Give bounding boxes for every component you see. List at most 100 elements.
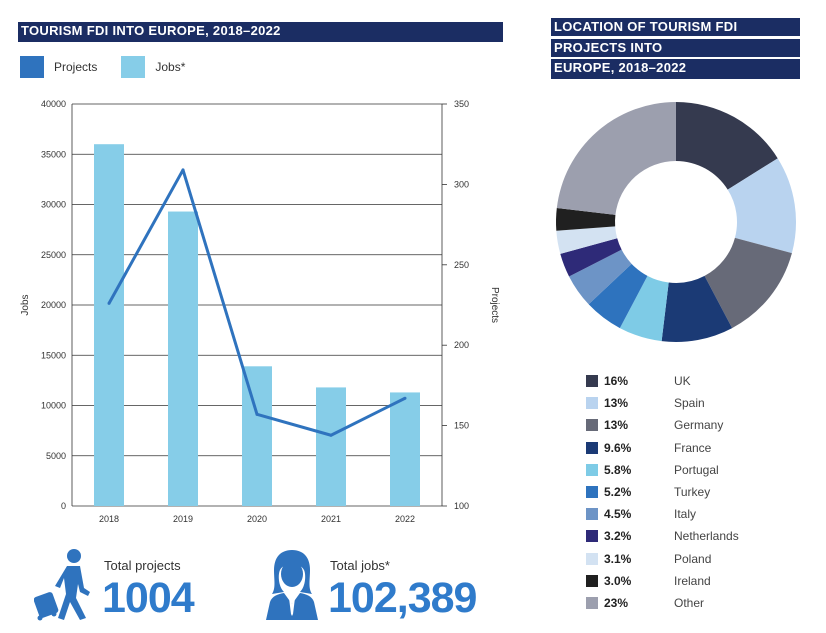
donut-title-line-3: EUROPE, 2018–2022: [551, 59, 800, 77]
donut-legend-row: 23% Other: [586, 592, 739, 614]
y-tick-label: 15000: [41, 350, 66, 360]
legend-percent: 23%: [604, 595, 629, 610]
y2-tick-label: 200: [454, 340, 469, 350]
projects-point: [403, 396, 407, 400]
donut-legend-row: 5.2% Turkey: [586, 481, 739, 503]
legend-percent: 9.6%: [604, 440, 632, 455]
legend-swatch: [586, 530, 598, 543]
y2-tick-label: 300: [454, 179, 469, 189]
y2-tick-label: 100: [454, 501, 469, 511]
legend-swatch: [586, 419, 598, 432]
y-tick-label: 5000: [46, 451, 66, 461]
legend-country: France: [674, 440, 712, 455]
title-underline: [18, 40, 503, 42]
total-jobs-value: 102,389: [328, 574, 477, 622]
projects-point: [329, 433, 333, 437]
donut-slice-uk: [676, 102, 778, 190]
donut-legend-row: 3.0% Ireland: [586, 570, 739, 592]
y-tick-label: 30000: [41, 200, 66, 210]
legend-label-projects: Projects: [54, 60, 98, 74]
chart-legend: Projects Jobs*: [20, 56, 209, 78]
legend-label-jobs: Jobs*: [155, 60, 186, 74]
legend-percent: 13%: [604, 418, 629, 433]
legend-swatch: [586, 552, 598, 565]
legend-swatch: [586, 375, 598, 388]
y-tick-label: 20000: [41, 300, 66, 310]
businesswoman-icon: [266, 550, 318, 620]
legend-swatch: [586, 441, 598, 454]
legend-country: Turkey: [674, 485, 711, 500]
donut-legend: 16% UK 13% Spain 13% Germany 9.6% France 5.8% Por…: [586, 370, 739, 614]
legend-country: Germany: [674, 418, 724, 433]
donut-legend-row: 3.1% Poland: [586, 548, 739, 570]
y-tick-label: 10000: [41, 401, 66, 411]
projects-point: [255, 412, 259, 416]
legend-swatch: [586, 397, 598, 410]
legend-swatch-jobs: [121, 56, 146, 78]
x-tick-label: 2021: [321, 514, 341, 524]
donut-slice-other: [556, 102, 676, 215]
legend-country: Italy: [674, 507, 697, 522]
legend-swatch: [586, 486, 598, 499]
jobs-projects-combo-chart: 0 5000 10000 15000 20000 25000 30000 35000 40000…: [20, 99, 500, 524]
legend-swatch: [586, 508, 598, 521]
y-axis-title: Jobs: [20, 294, 31, 315]
donut-title-line-1: LOCATION OF TOURISM FDI: [551, 18, 800, 36]
legend-percent: 3.2%: [604, 529, 632, 544]
legend-percent: 5.8%: [604, 462, 632, 477]
legend-percent: 4.5%: [604, 507, 632, 522]
location-donut-chart: [556, 102, 796, 342]
title-underline: [551, 77, 800, 79]
donut-legend-row: 4.5% Italy: [586, 503, 739, 525]
legend-percent: 3.1%: [604, 551, 632, 566]
y2-tick-label: 250: [454, 260, 469, 270]
total-projects-value: 1004: [102, 574, 195, 622]
donut-slice-france: [661, 275, 733, 342]
y2-tick-label: 150: [454, 421, 469, 431]
donut-legend-row: 5.8% Portugal: [586, 459, 739, 481]
legend-country: Other: [674, 595, 705, 610]
x-tick-label: 2022: [395, 514, 415, 524]
donut-legend-row: 3.2% Netherlands: [586, 525, 739, 547]
donut-slice-turkey: [588, 263, 648, 329]
legend-country: Ireland: [674, 573, 711, 588]
x-tick-label: 2018: [99, 514, 119, 524]
donut-slice-portugal: [619, 275, 669, 342]
donut-legend-row: 13% Germany: [586, 414, 739, 436]
donut-slice-ireland: [556, 207, 616, 231]
totals-section: Total projects 1004 Total jobs* 102,389: [0, 548, 826, 633]
legend-swatch: [586, 463, 598, 476]
bar-chart-title: TOURISM FDI INTO EUROPE, 2018–2022: [18, 22, 503, 40]
y-tick-label: 25000: [41, 250, 66, 260]
legend-percent: 13%: [604, 396, 629, 411]
donut-slice-italy: [569, 249, 632, 305]
jobs-bar: [316, 387, 346, 506]
total-projects-label: Total projects: [104, 558, 181, 573]
donut-legend-row: 13% Spain: [586, 392, 739, 414]
donut-slice-netherlands: [560, 238, 622, 277]
jobs-bar: [242, 366, 272, 506]
donut-title-line-2: PROJECTS INTO: [551, 39, 800, 57]
legend-percent: 5.2%: [604, 485, 632, 500]
traveler-with-suitcase-icon: [34, 549, 90, 621]
donut-legend-row: 16% UK: [586, 370, 739, 392]
y-tick-label: 0: [61, 501, 66, 511]
legend-swatch-projects: [20, 56, 44, 78]
donut-slice-germany: [704, 237, 792, 329]
donut-slice-poland: [556, 226, 618, 254]
y-tick-label: 35000: [41, 149, 66, 159]
x-tick-label: 2020: [247, 514, 267, 524]
jobs-bar: [390, 392, 420, 506]
legend-country: UK: [674, 374, 691, 389]
y2-axis-title: Projects: [489, 287, 500, 323]
projects-point: [107, 301, 111, 305]
projects-point: [181, 168, 185, 172]
jobs-bar: [94, 144, 124, 506]
y-tick-label: 40000: [41, 99, 66, 109]
legend-percent: 3.0%: [604, 573, 632, 588]
donut-slice-spain: [727, 158, 796, 254]
y2-tick-label: 350: [454, 99, 469, 109]
legend-swatch: [586, 574, 598, 587]
legend-country: Portugal: [674, 462, 719, 477]
legend-country: Netherlands: [674, 529, 739, 544]
